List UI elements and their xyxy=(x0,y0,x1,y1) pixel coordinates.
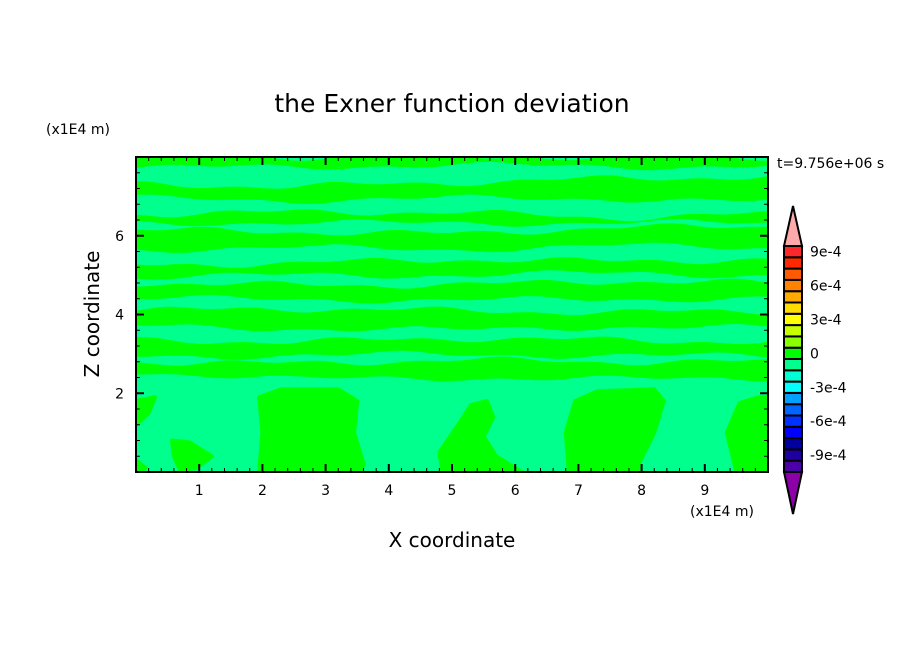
x-axis-label: X coordinate xyxy=(389,528,516,552)
colorbar-tick-label: 6e-4 xyxy=(810,279,842,295)
colorbar-box xyxy=(783,425,803,440)
colorbar-over-triangle xyxy=(782,205,804,247)
plot-area xyxy=(135,156,769,473)
colorbar-box xyxy=(783,301,803,315)
x-tick-label: 5 xyxy=(448,483,457,499)
positive-blob xyxy=(170,438,214,472)
positive-blob xyxy=(136,395,157,427)
colorbar-box xyxy=(783,403,803,417)
positive-regions xyxy=(136,157,768,472)
colorbar-box xyxy=(783,256,803,270)
colorbar-tick-label: 9e-4 xyxy=(810,245,842,261)
colorbar-box xyxy=(783,358,803,372)
colorbar-box xyxy=(783,369,803,383)
colorbar-box xyxy=(783,324,803,338)
colorbar-tick-label: 0 xyxy=(810,346,819,362)
y-tick-label: 4 xyxy=(115,308,124,324)
positive-blob xyxy=(724,395,768,472)
colorbar-tick-label: -3e-4 xyxy=(810,380,847,396)
positive-band xyxy=(136,306,768,332)
colorbar-box xyxy=(783,459,803,474)
colorbar-box xyxy=(783,290,803,304)
colorbar-box xyxy=(783,346,803,361)
positive-blob xyxy=(437,399,524,472)
positive-band xyxy=(136,223,768,253)
positive-band xyxy=(136,356,768,382)
x-tick-label: 8 xyxy=(637,483,646,499)
x-unit-label: (x1E4 m) xyxy=(690,504,754,520)
colorbar: 9e-4 6e-4 3e-4 0 -3e-4 -6e-4 -9e-4 xyxy=(782,205,847,515)
time-label: t=9.756e+06 s xyxy=(777,156,884,172)
colorbar-box xyxy=(783,437,803,451)
colorbar-tick-label: -9e-4 xyxy=(810,448,847,464)
positive-band xyxy=(136,209,768,227)
x-tick-label: 9 xyxy=(700,483,709,499)
positive-blob xyxy=(136,458,148,472)
y-unit-label: (x1E4 m) xyxy=(46,122,110,138)
x-tick-label: 6 xyxy=(511,483,520,499)
colorbar-box xyxy=(783,391,803,406)
colorbar-box xyxy=(783,312,803,327)
colorbar-box xyxy=(783,414,803,428)
y-tick-label: 6 xyxy=(115,229,124,245)
x-tick-label: 7 xyxy=(574,483,583,499)
colorbar-under-triangle xyxy=(782,471,804,515)
colorbar-box xyxy=(783,245,803,259)
x-tick-label: 3 xyxy=(321,483,330,499)
y-tick-label: 2 xyxy=(115,386,124,402)
y-axis: 2 4 6 xyxy=(115,156,768,473)
colorbar-box xyxy=(783,267,803,281)
positive-blob xyxy=(257,387,366,472)
positive-band xyxy=(136,175,768,204)
positive-band xyxy=(136,257,768,280)
colorbar-box xyxy=(783,448,803,462)
x-axis: 1 2 3 4 5 6 7 8 9 xyxy=(135,157,769,499)
colorbar-box xyxy=(783,278,803,293)
x-tick-label: 4 xyxy=(384,483,393,499)
colorbar-box xyxy=(783,380,803,394)
x-tick-label: 2 xyxy=(258,483,267,499)
positive-band xyxy=(136,278,768,304)
positive-blob xyxy=(563,387,666,472)
chart-title: the Exner function deviation xyxy=(274,89,629,118)
colorbar-box xyxy=(783,335,803,349)
y-axis-label: Z coordinate xyxy=(80,251,104,378)
positive-band xyxy=(136,336,768,360)
colorbar-tick-label: -6e-4 xyxy=(810,414,847,430)
colorbar-tick-label: 3e-4 xyxy=(810,312,842,328)
x-tick-label: 1 xyxy=(195,483,204,499)
